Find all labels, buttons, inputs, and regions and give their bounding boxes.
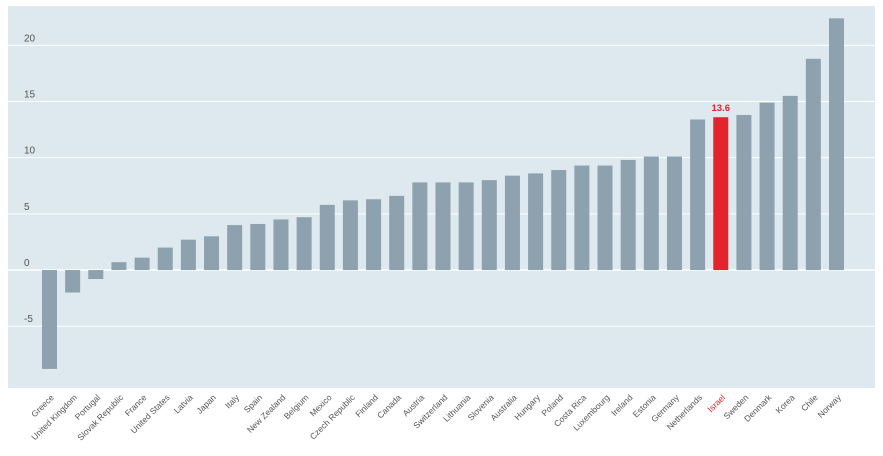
data-labels: 13.6 — [712, 103, 731, 114]
bar-united-states — [157, 247, 173, 271]
x-tick-label: Norway — [815, 392, 843, 420]
bar-chile — [805, 58, 821, 271]
y-tick-label: 15 — [24, 90, 36, 101]
y-axis-ticks: -5 0 5 10 15 20 — [24, 33, 36, 325]
bar-belgium — [296, 217, 312, 271]
y-tick-label: 20 — [24, 33, 36, 44]
bar-germany — [666, 156, 682, 271]
x-tick-label: Latvia — [172, 392, 195, 415]
bar-latvia — [180, 239, 196, 271]
bar-spain — [250, 223, 266, 271]
x-tick-label: Japan — [194, 392, 218, 416]
bar-finland — [366, 199, 382, 271]
bar-canada — [389, 195, 405, 271]
x-tick-label: Hungary — [512, 392, 542, 422]
x-tick-label: Chile — [799, 392, 820, 413]
y-tick-label: 10 — [24, 146, 36, 157]
y-tick-label: 0 — [24, 258, 30, 269]
x-tick-label: Korea — [774, 392, 797, 415]
bar-poland — [551, 170, 567, 271]
bar-switzerland — [435, 182, 451, 271]
bar-france — [134, 257, 150, 271]
bar-israel — [713, 117, 729, 271]
bar-greece — [42, 270, 57, 369]
bar-italy — [227, 225, 243, 271]
bar-japan — [204, 236, 220, 271]
bar-austria — [412, 182, 428, 271]
bar-ireland — [620, 159, 636, 271]
bar-australia — [504, 175, 520, 271]
bar-lithuania — [458, 182, 474, 271]
x-tick-label: Belgium — [282, 392, 311, 421]
y-tick-label: -5 — [24, 314, 33, 325]
bar-korea — [782, 95, 798, 271]
bar-estonia — [643, 156, 659, 271]
bar-denmark — [759, 102, 775, 271]
bar-portugal — [88, 270, 104, 280]
x-tick-label: Italy — [223, 392, 242, 411]
bar-hungary — [528, 173, 544, 271]
x-tick-label: Canada — [375, 392, 403, 420]
bar-norway — [829, 18, 844, 271]
bar-sweden — [736, 114, 752, 271]
bar-mexico — [319, 204, 335, 271]
y-tick-label: 5 — [24, 202, 30, 213]
bar-slovak-republic — [111, 262, 127, 271]
data-label-israel: 13.6 — [712, 103, 731, 114]
bar-slovenia — [481, 180, 497, 271]
bar-luxembourg — [597, 165, 613, 271]
bar-united-kingdom — [65, 270, 81, 293]
bar-costa-rica — [574, 165, 590, 271]
bar-czech-republic — [342, 200, 358, 271]
bar-new-zealand — [273, 219, 289, 271]
bars — [42, 18, 844, 369]
bar-netherlands — [690, 119, 706, 271]
